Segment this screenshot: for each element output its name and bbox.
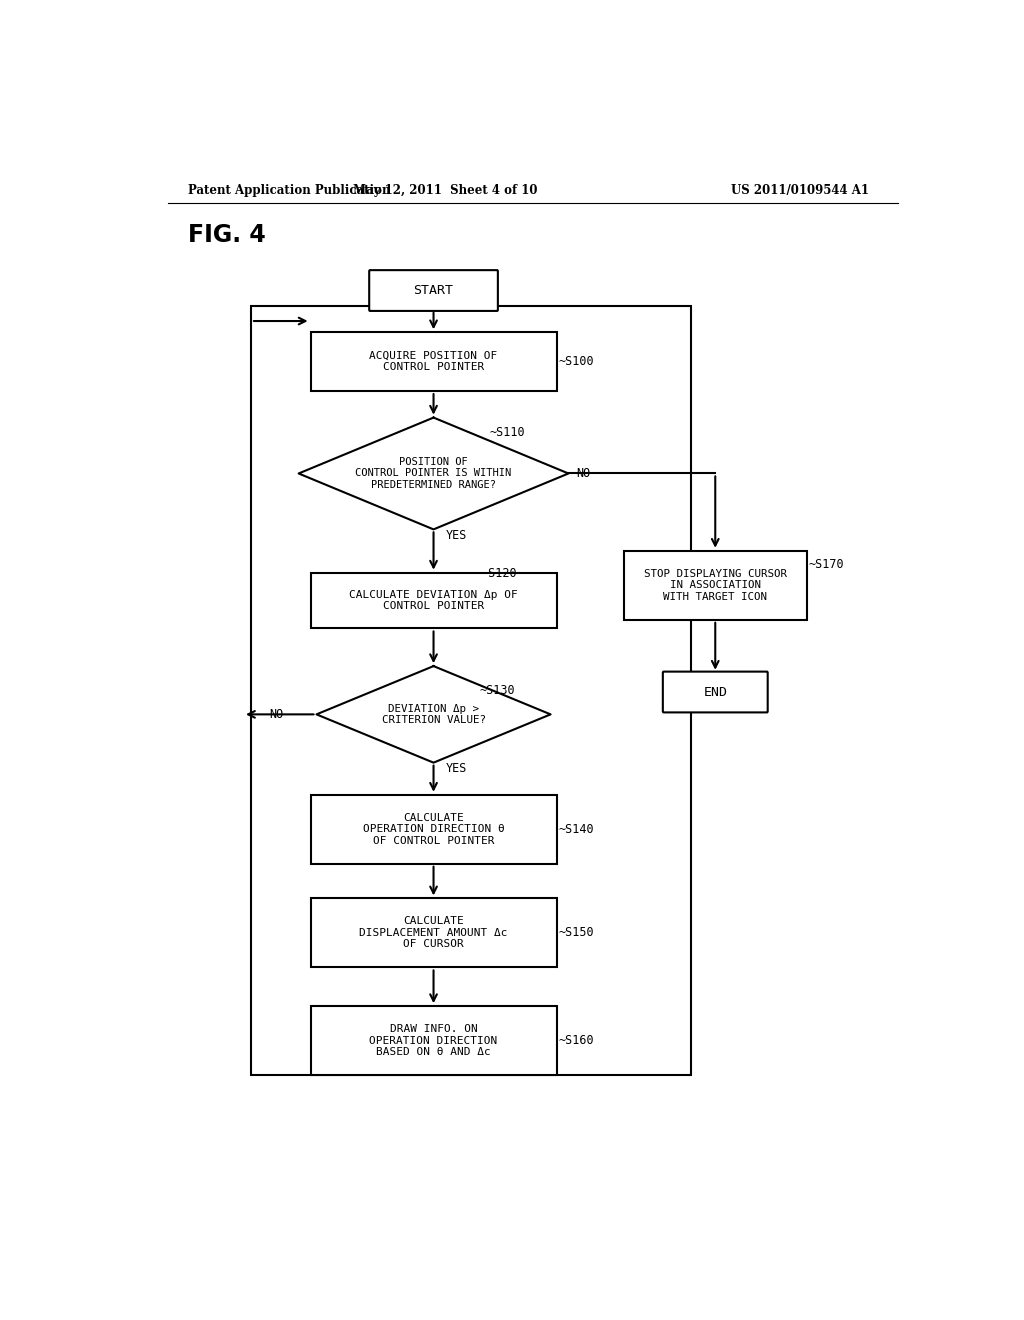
Text: END: END [703, 685, 727, 698]
Text: CALCULATE
OPERATION DIRECTION θ
OF CONTROL POINTER: CALCULATE OPERATION DIRECTION θ OF CONTR… [362, 813, 505, 846]
Text: YES: YES [445, 762, 467, 775]
Bar [310, 795, 557, 863]
Text: ~S100: ~S100 [559, 355, 595, 368]
Text: ~S140: ~S140 [559, 822, 595, 836]
Text: STOP DISPLAYING CURSOR
IN ASSOCIATION
WITH TARGET ICON: STOP DISPLAYING CURSOR IN ASSOCIATION WI… [644, 569, 786, 602]
Bar [310, 573, 557, 628]
Text: May 12, 2011  Sheet 4 of 10: May 12, 2011 Sheet 4 of 10 [353, 185, 538, 198]
Text: YES: YES [445, 529, 467, 543]
FancyBboxPatch shape [663, 672, 768, 713]
Text: DRAW INFO. ON
OPERATION DIRECTION
BASED ON θ AND Δc: DRAW INFO. ON OPERATION DIRECTION BASED … [370, 1024, 498, 1057]
Text: NO: NO [577, 467, 591, 480]
Text: ACQUIRE POSITION OF
CONTROL POINTER: ACQUIRE POSITION OF CONTROL POINTER [370, 351, 498, 372]
Text: DEVIATION Δp >
CRITERION VALUE?: DEVIATION Δp > CRITERION VALUE? [382, 704, 485, 725]
Text: ~S150: ~S150 [559, 927, 595, 940]
Bar [310, 1006, 557, 1076]
Bar [310, 333, 557, 391]
Bar [251, 306, 691, 1076]
Text: ~S160: ~S160 [559, 1034, 595, 1047]
FancyBboxPatch shape [370, 271, 498, 312]
Text: POSITION OF
CONTROL POINTER IS WITHIN
PREDETERMINED RANGE?: POSITION OF CONTROL POINTER IS WITHIN PR… [355, 457, 512, 490]
Text: ~S130: ~S130 [479, 685, 515, 697]
Text: CALCULATE
DISPLACEMENT AMOUNT Δc
OF CURSOR: CALCULATE DISPLACEMENT AMOUNT Δc OF CURS… [359, 916, 508, 949]
Text: ~S110: ~S110 [489, 426, 524, 440]
Text: START: START [414, 284, 454, 297]
Text: NO: NO [269, 708, 283, 721]
Polygon shape [299, 417, 568, 529]
Text: ~S120: ~S120 [481, 566, 517, 579]
Text: Patent Application Publication: Patent Application Publication [187, 185, 390, 198]
Bar [310, 899, 557, 968]
Bar [624, 550, 807, 620]
Text: CALCULATE DEVIATION Δp OF
CONTROL POINTER: CALCULATE DEVIATION Δp OF CONTROL POINTE… [349, 590, 518, 611]
Text: FIG. 4: FIG. 4 [187, 223, 265, 247]
Text: ~S170: ~S170 [809, 558, 845, 572]
Polygon shape [316, 667, 551, 763]
Text: US 2011/0109544 A1: US 2011/0109544 A1 [731, 185, 869, 198]
